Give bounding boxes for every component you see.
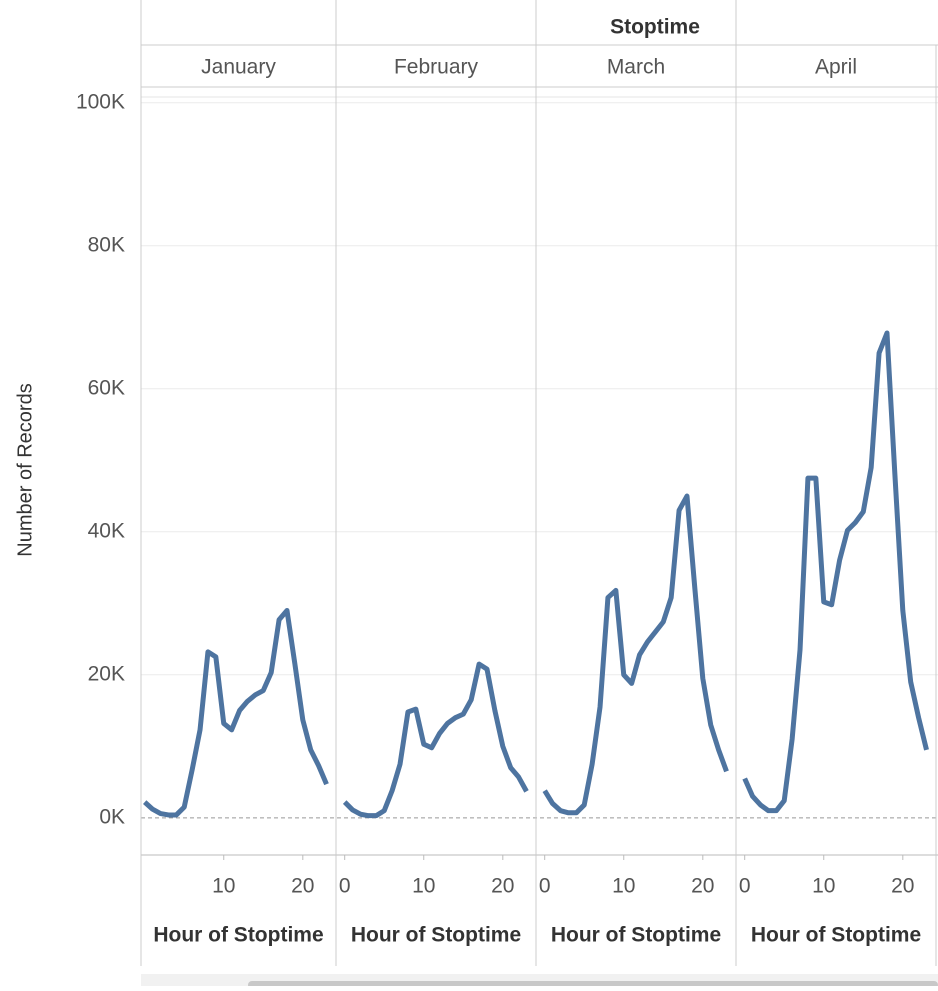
x-tick-label: 20 [291, 875, 314, 898]
line-series [742, 330, 929, 814]
line-series [342, 661, 529, 819]
y-tick-label: 80K [88, 233, 125, 256]
panel-header: March [607, 56, 665, 79]
x-axis-label: Hour of Stoptime [153, 924, 323, 947]
x-tick-label: 20 [691, 875, 714, 898]
x-tick-label: 0 [339, 875, 351, 898]
x-tick-label: 20 [891, 875, 914, 898]
x-axis-label: Hour of Stoptime [751, 924, 921, 947]
y-tick-label: 100K [76, 90, 125, 113]
line-series [542, 493, 729, 816]
x-tick-label: 10 [612, 875, 635, 898]
plot-area [143, 330, 929, 819]
x-tick-label: 10 [212, 875, 235, 898]
x-tick-label: 10 [412, 875, 435, 898]
x-axis-label: Hour of Stoptime [351, 924, 521, 947]
y-tick-label: 0K [99, 805, 125, 828]
line-series [143, 607, 329, 818]
chart-title: Stoptime [610, 16, 700, 39]
y-axis-label: Number of Records [14, 383, 36, 556]
x-tick-label: 10 [812, 875, 835, 898]
x-axis-label: Hour of Stoptime [551, 924, 721, 947]
scrollbar-thumb[interactable] [248, 981, 938, 989]
x-tick-label: 0 [739, 875, 751, 898]
y-tick-label: 20K [88, 662, 125, 685]
panel-header: April [815, 56, 857, 79]
y-tick-label: 60K [88, 376, 125, 399]
x-tick-label: 0 [539, 875, 551, 898]
panel-header: February [394, 56, 479, 79]
x-tick-label: 20 [491, 875, 514, 898]
panel-header: January [201, 56, 276, 79]
y-tick-label: 40K [88, 519, 125, 542]
